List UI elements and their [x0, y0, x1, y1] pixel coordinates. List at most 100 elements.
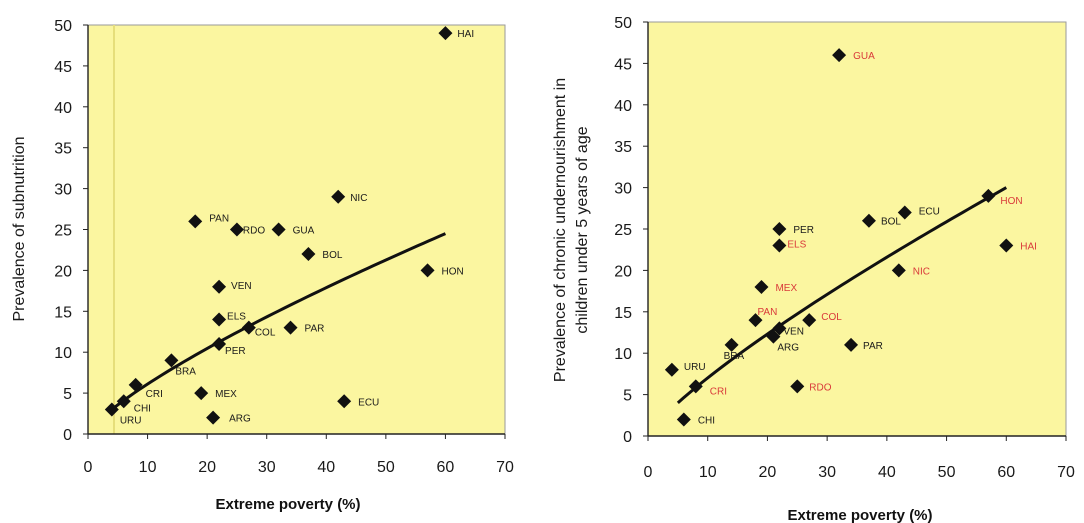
point-label-chi: CHI [698, 415, 715, 426]
point-nic [331, 189, 346, 204]
point-per [772, 222, 787, 236]
point-par [844, 337, 859, 352]
point-label-gua: GUA [293, 226, 315, 237]
point-label-els: ELS [227, 311, 246, 322]
chart-1: 0 5 10 15 20 25 30 35 40 45 50 0 10 20 30 40 50 60 70 Extre… [11, 18, 514, 513]
y-tick-label: 20 [614, 263, 632, 280]
point-label-pan: PAN [209, 213, 229, 224]
point-label-col: COL [255, 328, 276, 339]
y-axis-label-line-1: Prevalence of chronic undernourishment i… [552, 78, 569, 382]
y-tick-label: 40 [614, 98, 632, 115]
point-label-hai: HAI [1020, 242, 1037, 253]
y-tick-label: 25 [54, 223, 72, 240]
y-tick-label: 25 [614, 222, 632, 239]
point-label-ven: VEN [783, 326, 804, 337]
point-ven [212, 279, 227, 294]
point-hon [981, 188, 996, 203]
point-cri [128, 377, 143, 392]
x-tick-label: 60 [437, 459, 455, 476]
plot-area [647, 21, 1067, 437]
point-label-arg: ARG [229, 414, 251, 425]
point-arg [766, 329, 781, 344]
point-label-bol: BOL [881, 217, 901, 228]
point-els [212, 312, 227, 327]
y-axis-label: Prevalence of chronic undernourishment i… [552, 78, 591, 382]
y-tick-label: 5 [623, 388, 632, 405]
point-bol [861, 213, 876, 228]
point-hon [420, 263, 435, 278]
x-tick-label: 30 [818, 464, 836, 481]
point-label-bra: BRA [724, 351, 745, 362]
point-hai [438, 26, 453, 41]
point-label-par: PAR [305, 324, 325, 335]
y-tick-label: 10 [614, 346, 632, 363]
y-tick-label: 10 [54, 345, 72, 362]
point-label-bra: BRA [175, 366, 196, 377]
point-per [212, 337, 227, 352]
y-tick-label: 40 [54, 100, 72, 117]
point-chi [116, 394, 131, 409]
point-label-bol: BOL [322, 250, 342, 261]
x-tick-label: 0 [84, 459, 93, 476]
point-label-gua: GUA [853, 51, 875, 62]
point-label-pan: PAN [757, 307, 777, 318]
point-label-per: PER [793, 225, 814, 236]
point-mex [194, 386, 209, 401]
point-els [772, 238, 787, 253]
point-chi [676, 412, 691, 427]
y-tick-label: 30 [614, 181, 632, 198]
x-tick-label: 70 [496, 459, 514, 476]
point-bra [164, 353, 179, 368]
trendline [110, 232, 447, 411]
x-tick-label: 30 [258, 459, 276, 476]
x-tick-label: 10 [139, 459, 157, 476]
point-label-hon: HON [442, 266, 464, 277]
point-pan [748, 313, 763, 328]
y-tick-label: 50 [614, 15, 632, 32]
point-ecu [337, 394, 352, 409]
x-tick-label: 50 [938, 464, 956, 481]
point-label-rdo: RDO [243, 226, 265, 237]
point-label-ecu: ECU [919, 206, 940, 217]
point-rdo [790, 379, 805, 394]
point-label-per: PER [225, 346, 246, 357]
point-label-hon: HON [1000, 196, 1022, 207]
point-label-rdo: RDO [809, 382, 831, 393]
point-rdo [229, 222, 244, 237]
y-axis-label-line-2: children under 5 years of age [574, 126, 591, 333]
point-label-mex: MEX [215, 389, 237, 400]
point-nic [891, 263, 906, 278]
x-axis-label: Extreme poverty (%) [787, 507, 932, 523]
x-tick-label: 40 [317, 459, 335, 476]
point-uru [104, 402, 119, 417]
point-label-ecu: ECU [358, 397, 379, 408]
point-label-uru: URU [120, 415, 142, 426]
point-label-col: COL [821, 312, 842, 323]
y-tick-label: 45 [614, 56, 632, 73]
point-label-ven: VEN [231, 281, 252, 292]
point-bra [724, 337, 739, 352]
y-tick-label: 5 [63, 386, 72, 403]
point-label-cri: CRI [146, 389, 163, 400]
y-tick-label: 35 [54, 141, 72, 158]
point-label-par: PAR [863, 341, 883, 352]
point-mex [754, 279, 769, 294]
point-label-mex: MEX [775, 283, 797, 294]
x-tick-label: 60 [997, 464, 1015, 481]
point-label-nic: NIC [913, 266, 930, 277]
x-tick-label: 70 [1057, 464, 1075, 481]
y-tick-label: 20 [54, 263, 72, 280]
point-uru [664, 362, 679, 377]
x-tick-label: 0 [644, 464, 653, 481]
point-pan [188, 214, 203, 229]
point-label-cri: CRI [710, 386, 727, 397]
y-axis-label: Prevalence of subnutrition [11, 137, 28, 322]
point-col [802, 313, 817, 328]
point-label-arg: ARG [777, 343, 799, 354]
point-label-hai: HAI [457, 29, 474, 40]
point-label-chi: CHI [134, 403, 151, 414]
y-tick-label: 30 [54, 182, 72, 199]
point-par [283, 320, 298, 335]
point-gua [832, 48, 847, 63]
